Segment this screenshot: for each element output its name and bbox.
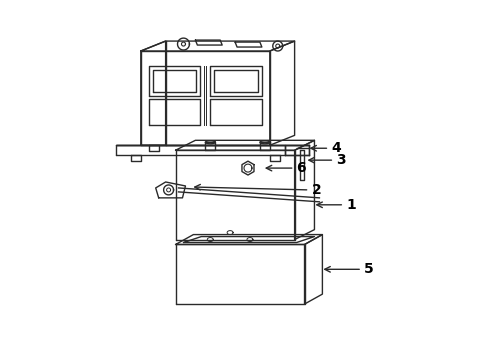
Text: 6: 6: [296, 161, 306, 175]
Text: 2: 2: [312, 183, 321, 197]
Text: 1: 1: [346, 198, 356, 212]
Text: 4: 4: [331, 141, 341, 155]
Text: 5: 5: [364, 262, 374, 276]
Text: 3: 3: [336, 153, 346, 167]
